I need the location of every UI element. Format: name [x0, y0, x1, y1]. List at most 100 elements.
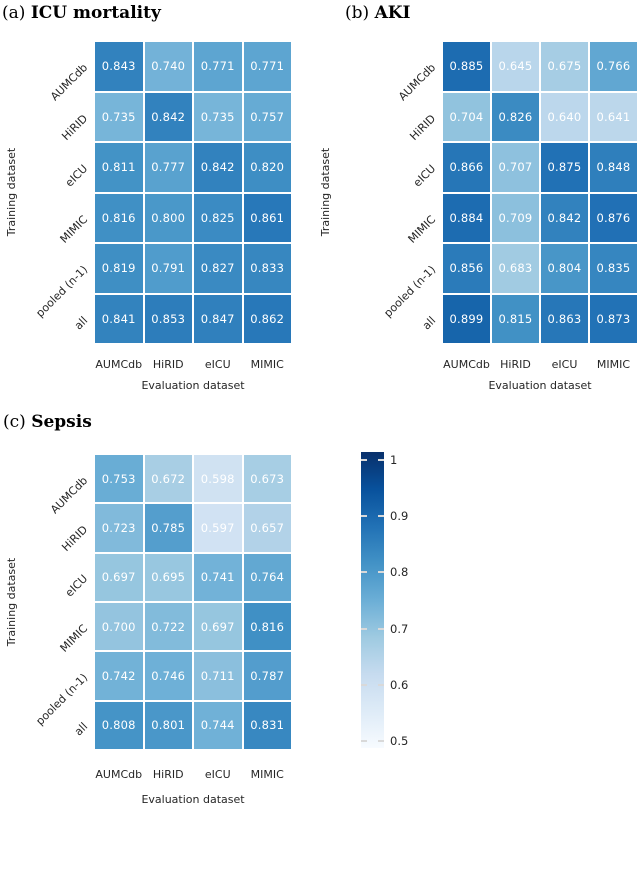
heatmap-cell: 0.744 — [194, 702, 242, 749]
heatmap-cell: 0.826 — [492, 93, 539, 142]
heatmap-cell: 0.835 — [590, 244, 637, 293]
heatmap-cell: 0.697 — [95, 554, 143, 601]
heatmap-cell: 0.861 — [244, 194, 292, 243]
colorbar-tick-mark — [361, 684, 367, 686]
heatmap-cell: 0.884 — [443, 194, 490, 243]
colorbar-tick-label: 1 — [390, 453, 397, 467]
heatmap-cell: 0.831 — [244, 702, 292, 749]
heatmap-cell: 0.645 — [492, 42, 539, 91]
x-tick-label: MIMIC — [569, 358, 640, 372]
colorbar-tick-label: 0.8 — [390, 565, 408, 579]
colorbar-tick-mark — [361, 571, 367, 573]
heatmap-cell: 0.841 — [95, 295, 143, 344]
colorbar-tick-label: 0.6 — [390, 678, 408, 692]
heatmap-cell: 0.811 — [95, 143, 143, 192]
heatmap-cell: 0.757 — [244, 93, 292, 142]
panel-icu-mortality: (a) ICU mortality Training dataset 0.843… — [0, 0, 320, 400]
heatmap-cell: 0.866 — [443, 143, 490, 192]
heatmap-cell: 0.847 — [194, 295, 242, 344]
heatmap-cell: 0.876 — [590, 194, 637, 243]
heatmap-cell: 0.873 — [590, 295, 637, 344]
colorbar-tick-mark — [378, 740, 384, 742]
heatmap-cell: 0.764 — [244, 554, 292, 601]
heatmap-cell: 0.640 — [541, 93, 588, 142]
heatmap-cell: 0.842 — [194, 143, 242, 192]
colorbar-tick-label: 0.5 — [390, 734, 408, 748]
heatmap-cell: 0.815 — [492, 295, 539, 344]
colorbar-tick-mark — [361, 515, 367, 517]
heatmap-cell: 0.800 — [145, 194, 193, 243]
heatmap-cell: 0.657 — [244, 504, 292, 551]
heatmap-cell: 0.735 — [95, 93, 143, 142]
heatmap-cell: 0.672 — [145, 455, 193, 502]
heatmap-cell: 0.695 — [145, 554, 193, 601]
colorbar-tick-mark — [361, 740, 367, 742]
heatmap-cell: 0.711 — [194, 652, 242, 699]
heatmap-cell: 0.863 — [541, 295, 588, 344]
heatmap-cell: 0.785 — [145, 504, 193, 551]
panel-title-aki: (b) AKI — [345, 3, 410, 23]
panel-title-text: AKI — [375, 3, 411, 23]
heatmap-cell: 0.746 — [145, 652, 193, 699]
heatmap-cell: 0.833 — [244, 244, 292, 293]
heatmap-cell: 0.804 — [541, 244, 588, 293]
x-tick-label: MIMIC — [222, 768, 312, 782]
heatmap-cell: 0.848 — [590, 143, 637, 192]
heatmap-cell: 0.771 — [194, 42, 242, 91]
colorbar-tick-mark — [361, 628, 367, 630]
x-axis-label: Evaluation dataset — [93, 793, 293, 807]
heatmap-cell: 0.704 — [443, 93, 490, 142]
heatmap-cell: 0.820 — [244, 143, 292, 192]
heatmap-cell: 0.842 — [541, 194, 588, 243]
heatmap-cell: 0.899 — [443, 295, 490, 344]
heatmap-cell: 0.853 — [145, 295, 193, 344]
heatmap-cell: 0.597 — [194, 504, 242, 551]
heatmap-cell: 0.741 — [194, 554, 242, 601]
heatmap-cell: 0.885 — [443, 42, 490, 91]
heatmap-cell: 0.735 — [194, 93, 242, 142]
heatmap-cell: 0.842 — [145, 93, 193, 142]
colorbar-tick-mark — [361, 459, 367, 461]
colorbar-tick-mark — [378, 628, 384, 630]
heatmap-cell: 0.843 — [95, 42, 143, 91]
x-axis-label: Evaluation dataset — [93, 379, 293, 393]
heatmap-cell: 0.722 — [145, 603, 193, 650]
panel-title-text: ICU mortality — [31, 3, 161, 23]
panel-title-icu-mortality: (a) ICU mortality — [2, 3, 161, 23]
heatmap-cell: 0.816 — [244, 603, 292, 650]
panel-label: (c) — [3, 412, 26, 432]
heatmap-cell: 0.673 — [244, 455, 292, 502]
x-axis-label: Evaluation dataset — [440, 379, 640, 393]
heatmap-cell: 0.740 — [145, 42, 193, 91]
heatmap-cell: 0.723 — [95, 504, 143, 551]
heatmap-cell: 0.856 — [443, 244, 490, 293]
heatmap-cell: 0.808 — [95, 702, 143, 749]
figure-canvas: { "colormap": { "name": "Blues", "hex": … — [0, 0, 640, 799]
heatmap-cell: 0.707 — [492, 143, 539, 192]
heatmap-cell: 0.697 — [194, 603, 242, 650]
heatmap-cell: 0.827 — [194, 244, 242, 293]
heatmap-cell: 0.819 — [95, 244, 143, 293]
colorbar-tick-mark — [378, 459, 384, 461]
panel-title-text: Sepsis — [31, 412, 92, 432]
colorbar-tick-label: 0.9 — [390, 509, 408, 523]
heatmap-cell: 0.787 — [244, 652, 292, 699]
heatmap-cell: 0.766 — [590, 42, 637, 91]
heatmap-cell: 0.875 — [541, 143, 588, 192]
heatmap-cell: 0.791 — [145, 244, 193, 293]
heatmap-cell: 0.862 — [244, 295, 292, 344]
panel-label: (a) — [2, 3, 25, 23]
heatmap-cell: 0.825 — [194, 194, 242, 243]
colorbar-tick-mark — [378, 684, 384, 686]
heatmap-cell: 0.709 — [492, 194, 539, 243]
heatmap-cell: 0.801 — [145, 702, 193, 749]
y-axis-label: Training dataset — [318, 112, 334, 272]
colorbar-tick-mark — [378, 515, 384, 517]
heatmap-cell: 0.675 — [541, 42, 588, 91]
heatmap-cell: 0.683 — [492, 244, 539, 293]
